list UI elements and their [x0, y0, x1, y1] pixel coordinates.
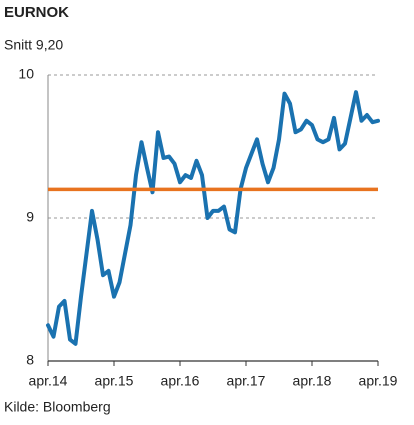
- y-tick-label: 8: [26, 352, 34, 368]
- chart-title: EURNOK: [4, 4, 69, 21]
- x-tick-label: apr.15: [95, 373, 134, 389]
- source: Kilde: Bloomberg: [4, 399, 111, 415]
- y-tick-label: 10: [18, 66, 34, 82]
- y-tick-label: 9: [26, 209, 34, 225]
- x-tick-label: apr.19: [359, 373, 398, 389]
- x-tick-label: apr.16: [161, 373, 200, 389]
- x-tick-label: apr.17: [227, 373, 266, 389]
- chart-subtitle: Snitt 9,20: [4, 37, 63, 53]
- x-tick-label: apr.14: [29, 373, 68, 389]
- line-series: [46, 90, 380, 346]
- x-tick-label: apr.18: [293, 373, 332, 389]
